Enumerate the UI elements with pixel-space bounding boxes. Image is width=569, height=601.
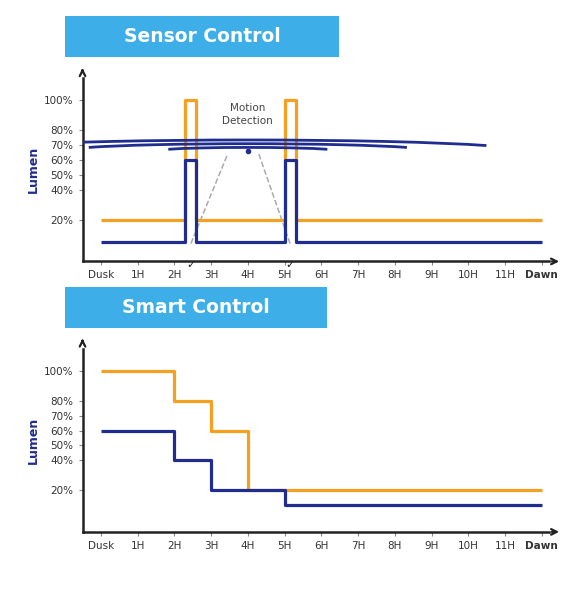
Text: Smart Control: Smart Control — [122, 297, 270, 317]
Text: Sensor Control: Sensor Control — [123, 27, 281, 46]
Y-axis label: Lumen: Lumen — [27, 146, 40, 194]
Y-axis label: Lumen: Lumen — [27, 416, 40, 464]
Text: ✓: ✓ — [286, 260, 295, 270]
Text: ✓: ✓ — [186, 260, 196, 270]
Text: Motion
Detection: Motion Detection — [222, 103, 273, 126]
